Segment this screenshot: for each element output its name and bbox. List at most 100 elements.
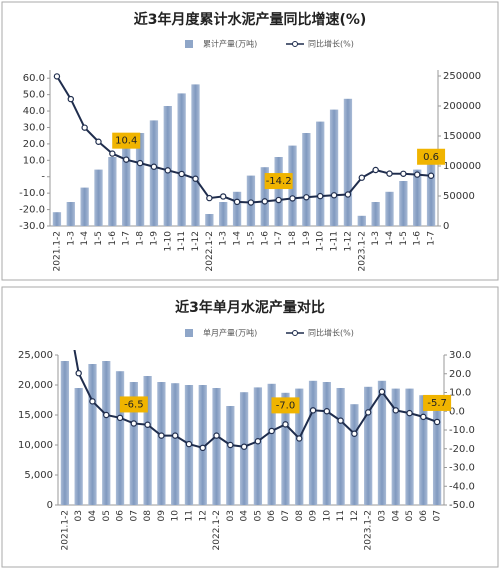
- bar: [426, 160, 436, 226]
- plot: [52, 73, 436, 227]
- value-label-box: [112, 132, 141, 149]
- y-tick-label: 5,000: [24, 470, 53, 481]
- panel: [1, 1, 499, 281]
- x-tick-label: 2021.1-2: [52, 231, 62, 271]
- point: [81, 124, 88, 131]
- point: [296, 435, 303, 442]
- point: [358, 174, 365, 181]
- point: [178, 170, 185, 178]
- x-tick-label: 03: [74, 510, 84, 521]
- x-tick-label: 1-5: [399, 231, 409, 246]
- x-tick-label: 06: [267, 510, 277, 522]
- point: [116, 414, 124, 422]
- line: [73, 350, 438, 449]
- point: [206, 194, 213, 202]
- x-tick-label: 1-7: [427, 231, 437, 246]
- x-tick-label: 09: [309, 510, 319, 522]
- point: [103, 411, 110, 419]
- bar: [52, 212, 62, 226]
- y-tick-label: -: [41, 172, 45, 183]
- point: [282, 421, 289, 428]
- y-tick-label: 10,000: [18, 440, 53, 451]
- bar: [391, 388, 400, 505]
- bar: [357, 215, 366, 226]
- x-tick-label: 06: [116, 510, 126, 522]
- bar: [177, 93, 186, 227]
- bar: [336, 388, 345, 505]
- legend-swatch: [185, 329, 193, 337]
- point: [67, 95, 74, 103]
- y2-tick-label: 0: [443, 221, 449, 232]
- point: [227, 441, 234, 449]
- bar: [413, 169, 422, 226]
- y2-tick-label: 20.0: [449, 369, 471, 380]
- point: [123, 156, 130, 163]
- bar: [364, 386, 373, 505]
- point: [164, 167, 171, 174]
- point: [95, 138, 102, 145]
- point: [309, 407, 317, 414]
- point: [372, 166, 379, 174]
- line: [56, 75, 432, 204]
- bar: [260, 167, 269, 226]
- point: [247, 199, 255, 206]
- x-tick-label: 11: [336, 510, 346, 521]
- point: [158, 432, 165, 439]
- x-tick-label: 2023.1-2: [357, 231, 367, 271]
- y-tick-label: 20.0: [23, 139, 45, 150]
- x-tick-label: 05: [405, 510, 415, 521]
- bar: [399, 181, 408, 226]
- bar: [135, 133, 145, 226]
- point: [268, 427, 275, 435]
- bar: [94, 169, 103, 226]
- bar: [343, 98, 353, 226]
- x-tick-label: 04: [391, 510, 401, 522]
- bar: [274, 157, 283, 226]
- x-tick-label: 1-4: [385, 231, 395, 246]
- panel: [1, 286, 499, 568]
- bar: [191, 84, 200, 227]
- bar: [115, 371, 125, 505]
- y2-tick-label: 30.0: [449, 350, 471, 361]
- x-tick-label: 1-3: [371, 231, 381, 246]
- bar: [302, 133, 311, 226]
- point: [144, 421, 151, 428]
- plot: [60, 350, 442, 505]
- x-tick-label: 1-11: [330, 231, 340, 251]
- bar: [232, 191, 242, 226]
- x-tick-label: 1-8: [288, 231, 298, 246]
- bar: [419, 395, 428, 505]
- y-tick-label: 25,000: [18, 350, 53, 361]
- legend-swatch: [292, 41, 298, 47]
- value-label-box: [119, 396, 148, 413]
- point: [323, 408, 331, 415]
- bar: [163, 106, 172, 226]
- y-tick-label: -10.0: [19, 188, 45, 199]
- bar: [66, 202, 75, 226]
- x-tick-label: 04: [88, 510, 98, 522]
- y2-tick-label: 10.0: [449, 388, 471, 399]
- bar: [129, 382, 138, 505]
- y2-tick-label: 150000: [443, 131, 481, 142]
- bar: [253, 387, 263, 505]
- point: [240, 443, 248, 450]
- x-tick-label: 06: [419, 510, 429, 522]
- point: [109, 150, 116, 157]
- point: [317, 192, 324, 200]
- x-tick-label: 12: [350, 510, 360, 521]
- point: [400, 170, 407, 177]
- y-tick-label: 20,000: [18, 380, 53, 391]
- point: [364, 409, 372, 416]
- bar: [171, 383, 180, 505]
- value-label-box: [417, 148, 446, 165]
- x-tick-label: 1-11: [177, 231, 187, 251]
- point: [378, 388, 386, 395]
- x-tick-label: 1-8: [136, 231, 146, 246]
- bar: [157, 382, 166, 505]
- legend-swatch: [292, 330, 298, 336]
- y-tick-label: -30.0: [19, 221, 45, 232]
- point: [337, 417, 344, 424]
- point: [330, 192, 338, 199]
- bar: [80, 187, 89, 226]
